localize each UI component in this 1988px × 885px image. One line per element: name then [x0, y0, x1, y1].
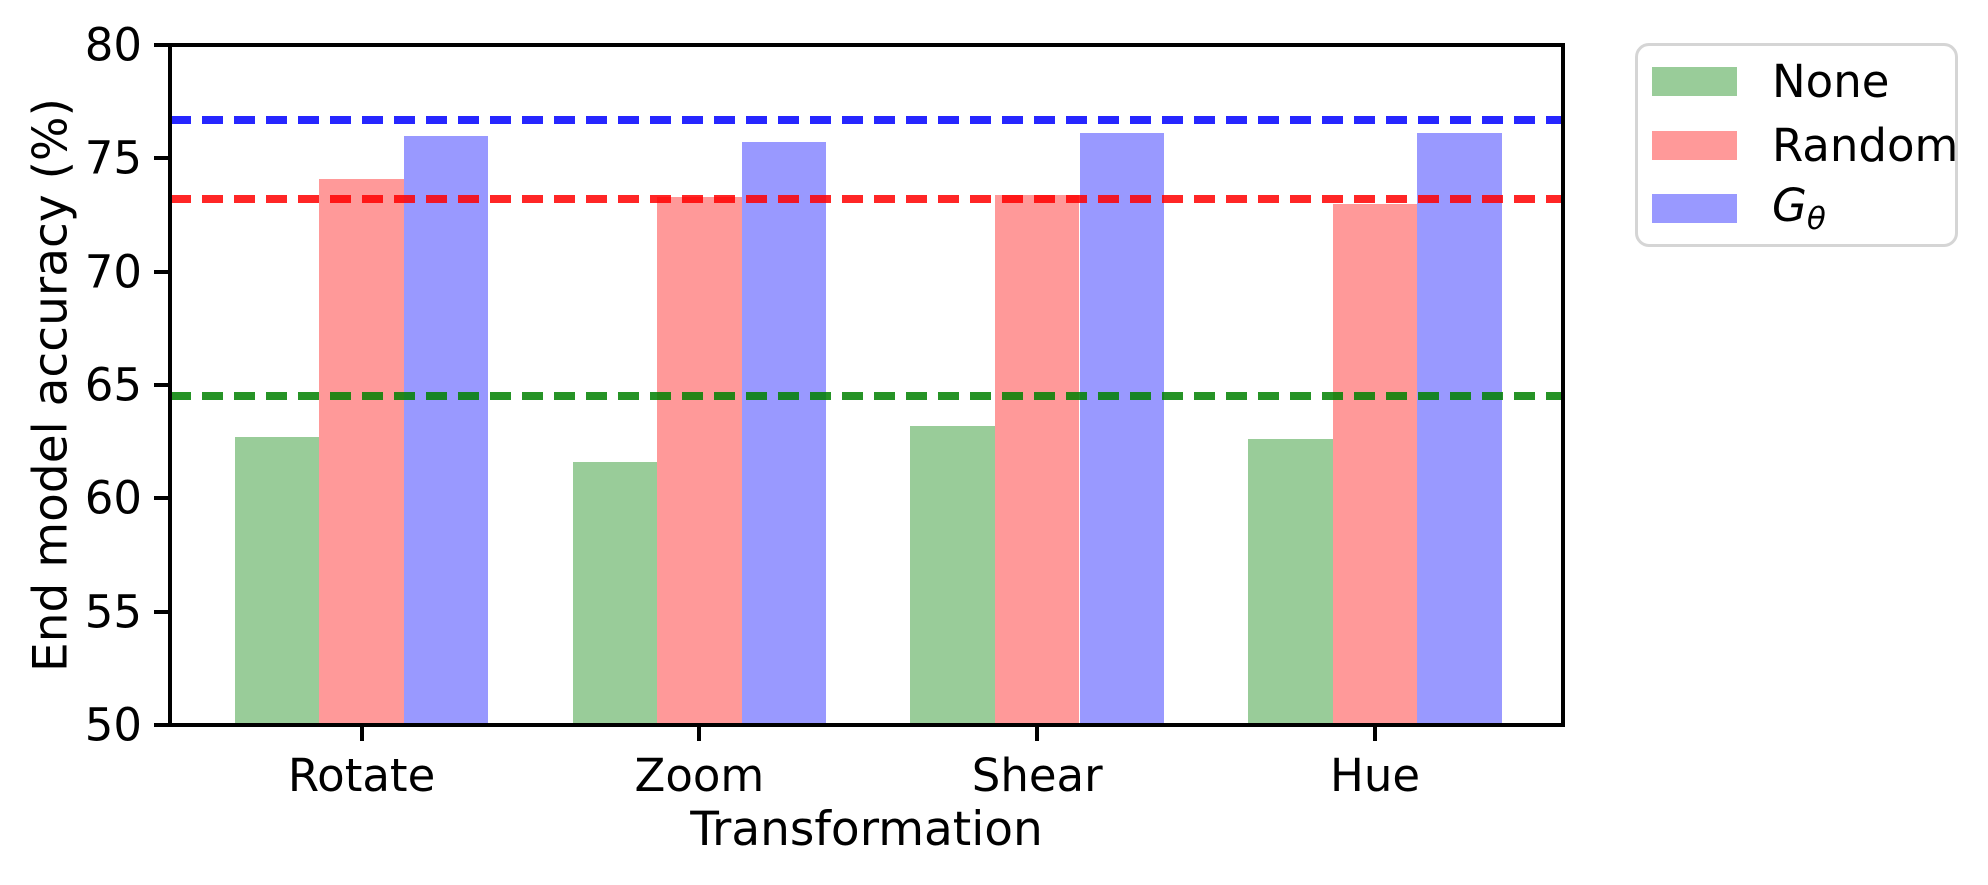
- x-tick-label-rotate: Rotate: [287, 749, 436, 802]
- y-tick-75: [154, 156, 168, 161]
- x-tick-hue: [1373, 727, 1377, 741]
- y-tick-label-80: 80: [84, 18, 142, 72]
- legend-label-none: None: [1772, 55, 1890, 108]
- x-tick-rotate: [359, 727, 364, 741]
- top-spine: [168, 43, 1565, 47]
- bar-rotate-none: [234, 437, 320, 725]
- legend-label-random: Random: [1772, 118, 1959, 172]
- y-tick-label-75: 75: [84, 131, 142, 185]
- bar-shear-g-: [1079, 133, 1165, 725]
- bar-rotate-random: [319, 178, 404, 725]
- x-axis-title: Transformation: [690, 802, 1043, 857]
- y-tick-60: [154, 496, 168, 501]
- g-baseline: [170, 115, 1563, 124]
- legend-item-none: None: [1638, 54, 1955, 110]
- y-axis-title: End model accuracy (%): [23, 98, 79, 672]
- y-tick-70: [154, 269, 168, 274]
- bar-shear-none: [910, 425, 995, 725]
- bar-hue-random: [1332, 203, 1418, 725]
- y-tick-55: [154, 609, 168, 614]
- y-tick-label-70: 70: [84, 245, 142, 299]
- y-tick-label-65: 65: [84, 358, 142, 412]
- y-tick-label-55: 55: [84, 585, 142, 639]
- y-tick-label-60: 60: [84, 471, 142, 525]
- none-baseline: [170, 392, 1563, 401]
- legend-label-g-: Gθ: [1772, 178, 1826, 237]
- legend-item-g-: Gθ: [1638, 181, 1955, 237]
- y-tick-80: [154, 43, 168, 47]
- legend-box: None Random Gθ: [1635, 43, 1958, 247]
- left-spine: [168, 43, 172, 727]
- legend-swatch-none: [1652, 67, 1737, 96]
- y-tick-65: [154, 383, 168, 387]
- bottom-spine: [168, 723, 1565, 727]
- plot-area: 50 55 60 65 70 75 80 Rotate Zoom Shear Hue: [85, 23, 1565, 800]
- y-tick-label-50: 50: [84, 698, 142, 752]
- bar-hue-g-: [1417, 133, 1502, 725]
- bar-rotate-g-: [403, 135, 489, 725]
- right-spine: [1561, 43, 1565, 727]
- legend-item-random: Random: [1638, 117, 1959, 173]
- legend-swatch-random: [1652, 130, 1737, 160]
- bar-shear-random: [994, 194, 1080, 725]
- random-baseline: [170, 195, 1563, 204]
- bar-zoom-none: [572, 462, 658, 725]
- x-tick-label-zoom: Zoom: [634, 749, 765, 802]
- bar-zoom-random: [657, 196, 742, 725]
- bar-hue-none: [1248, 439, 1333, 725]
- bar-zoom-g-: [741, 142, 827, 725]
- legend-swatch-g-: [1652, 194, 1737, 223]
- x-tick-label-shear: Shear: [971, 749, 1103, 802]
- x-tick-shear: [1035, 727, 1040, 741]
- x-tick-zoom: [697, 727, 702, 741]
- x-tick-label-hue: Hue: [1329, 749, 1421, 802]
- y-tick-50: [154, 723, 168, 727]
